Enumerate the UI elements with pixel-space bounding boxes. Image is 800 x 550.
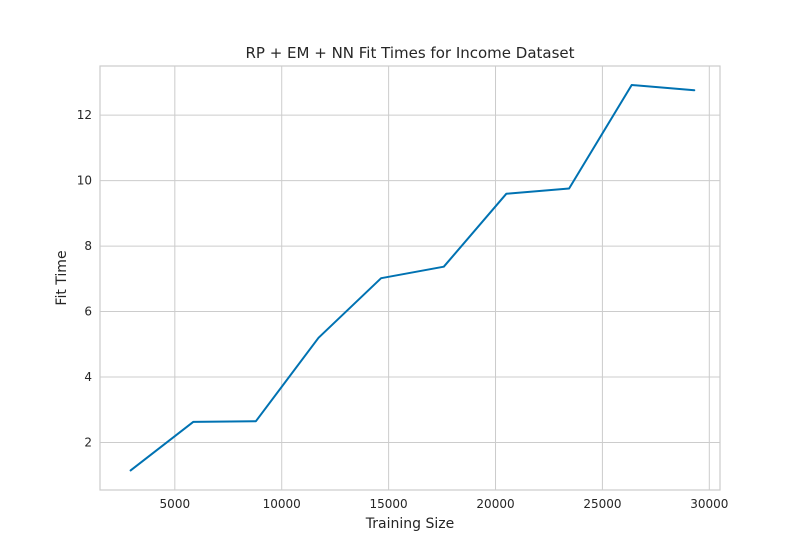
y-tick-label: 8 (84, 239, 92, 253)
chart-title: RP + EM + NN Fit Times for Income Datase… (245, 44, 574, 62)
series-layer (129, 84, 696, 472)
plot-frame (99, 65, 721, 491)
x-gridlines (174, 66, 710, 490)
y-tick-label: 2 (84, 436, 92, 450)
y-tick-label: 12 (77, 108, 92, 122)
y-gridlines (100, 114, 720, 444)
x-tick-label: 10000 (263, 497, 301, 511)
y-tick-label: 10 (77, 174, 92, 188)
x-tick-label: 30000 (690, 497, 728, 511)
x-tick-label: 15000 (370, 497, 408, 511)
y-tick-label: 4 (84, 370, 92, 384)
x-tick-label: 20000 (476, 497, 514, 511)
x-tick-label: 25000 (583, 497, 621, 511)
y-axis-title: Fit Time (54, 250, 70, 305)
x-tick-labels: 5000 10000 15000 20000 25000 30000 (160, 497, 729, 511)
y-tick-labels: 2 4 6 8 10 12 (77, 108, 92, 449)
x-tick-label: 5000 (160, 497, 191, 511)
fit-time-line (129, 84, 696, 472)
x-axis-title: Training Size (365, 516, 454, 532)
y-tick-label: 6 (84, 305, 92, 319)
